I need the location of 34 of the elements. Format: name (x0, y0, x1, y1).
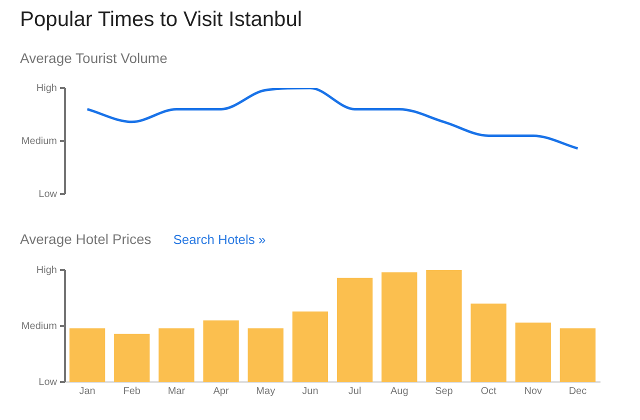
bar (158, 328, 194, 382)
chart-title: Popular Times to Visit Istanbul (20, 8, 302, 32)
x-tick-label: Jun (302, 386, 318, 397)
text: High (36, 82, 57, 94)
text: High (36, 264, 57, 276)
bar (470, 304, 506, 382)
x-tick-label: Feb (123, 386, 141, 397)
x-tick-label: Jul (348, 386, 362, 397)
x-tick-label: Oct (480, 386, 497, 397)
x-tick-label: Sep (435, 386, 454, 397)
bar (426, 270, 462, 382)
text: Medium (21, 320, 57, 332)
bar (248, 328, 284, 382)
x-tick-label: Nov (524, 386, 542, 397)
x-tick-label: Mar (168, 386, 186, 397)
x-tick-label: Aug (390, 386, 408, 397)
text: Low (38, 376, 58, 388)
x-tick-label: Jan (79, 386, 96, 397)
text: Medium (21, 136, 57, 147)
bar (515, 322, 551, 382)
bar (336, 278, 373, 382)
x-tick-label: Dec (568, 386, 587, 397)
chart-subtitle: Search Hotels » (173, 232, 266, 247)
chart-subtitle: Average Tourist Volume (20, 50, 168, 66)
bar (560, 328, 596, 382)
bar (114, 334, 150, 382)
text: Low (38, 188, 58, 200)
chart-title: Average Hotel Prices (20, 231, 152, 247)
bar (382, 272, 418, 382)
x-tick-label: May (256, 386, 276, 397)
bar (203, 320, 239, 382)
bar (69, 328, 106, 382)
bar (292, 311, 328, 382)
x-tick-label: Apr (213, 386, 230, 397)
